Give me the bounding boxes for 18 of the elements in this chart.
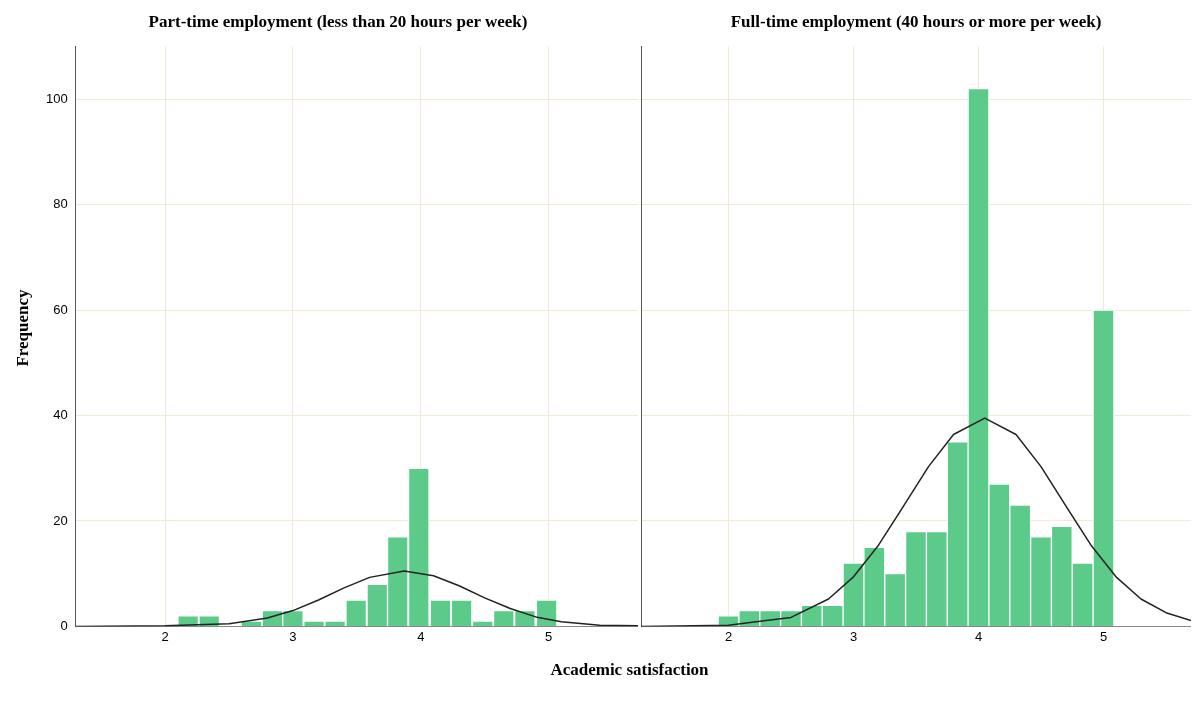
x-tick-label: 2 — [161, 628, 169, 644]
y-tick-label: 80 — [53, 196, 68, 212]
x-axis-title: Academic satisfaction — [549, 660, 710, 680]
x-tick-label: 5 — [544, 628, 553, 644]
x-tick-label: 4 — [417, 628, 425, 644]
y-axis-title: Frequency — [13, 288, 33, 369]
y-tick-label: 60 — [53, 301, 68, 317]
y-tick-label: 100 — [45, 90, 68, 106]
x-tick-label: 5 — [1099, 628, 1108, 644]
x-tick-label: 3 — [849, 628, 858, 644]
x-tick-label: 2 — [724, 628, 733, 644]
chart-title: Part-time employment (less than 20 hours per week) — [148, 11, 528, 31]
x-tick-label: 4 — [974, 628, 983, 644]
chart-title: Full-time employment (40 hours or more per week) — [730, 11, 1102, 31]
x-tick-label: 3 — [289, 628, 297, 644]
y-tick-label: 20 — [53, 512, 68, 528]
y-tick-label: 0 — [60, 617, 68, 633]
y-tick-label: 40 — [53, 407, 68, 423]
